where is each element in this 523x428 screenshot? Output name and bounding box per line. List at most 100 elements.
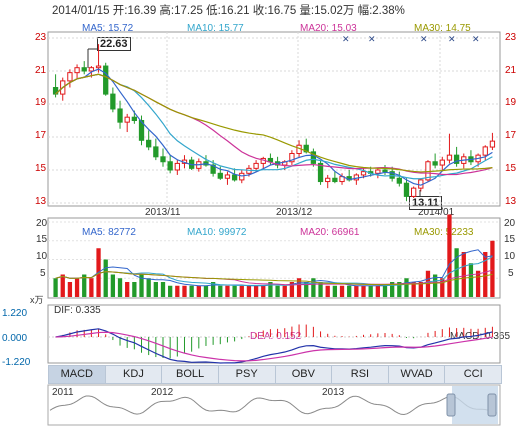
tab-kdj[interactable]: KDJ — [106, 366, 163, 383]
candle-body — [396, 177, 402, 184]
volume-bar — [253, 285, 259, 297]
price-ma20-label: MA20: 15.03 — [300, 23, 357, 34]
candle-body — [167, 161, 173, 171]
vol-ytick-right: 15 — [504, 234, 516, 245]
dif-label: DIF: 0.335 — [54, 305, 101, 316]
tab-wvad[interactable]: WVAD — [389, 366, 446, 383]
volume-bar — [246, 285, 252, 297]
volume-bar — [225, 285, 230, 297]
candle-body — [131, 116, 138, 121]
candle-body — [138, 120, 145, 141]
candle-body — [81, 67, 87, 72]
volume-bar — [404, 278, 409, 297]
volume-bar — [296, 278, 302, 297]
vol-ytick: 15 — [36, 234, 48, 245]
volume-bar — [160, 282, 166, 297]
volume-bar — [210, 282, 216, 297]
overview-frame — [47, 384, 501, 426]
volume-bar — [461, 252, 466, 297]
event-marker-icon: ✕ — [420, 34, 428, 44]
volume-panel-frame — [47, 217, 501, 299]
candle-body — [224, 174, 231, 179]
candle-body — [317, 162, 324, 183]
overview-left-handle[interactable] — [446, 393, 456, 417]
volume-bar — [182, 285, 187, 297]
tab-boll[interactable]: BOLL — [162, 366, 219, 383]
candle-body — [389, 171, 395, 179]
volume-bar — [232, 285, 237, 297]
volume-bar — [304, 282, 309, 297]
volume-bar — [53, 278, 58, 297]
volume-bar — [67, 282, 73, 297]
volume-bar — [368, 285, 373, 297]
volume-bar — [110, 274, 116, 297]
ma-lines-group — [55, 68, 493, 186]
event-marker-icon: ✕ — [472, 34, 480, 44]
price-ytick-right: 19 — [505, 97, 517, 108]
tab-obv[interactable]: OBV — [276, 366, 333, 383]
macd-ytick: 0.000 — [2, 333, 28, 344]
volume-bar — [311, 278, 316, 297]
price-ytick-right: 17 — [505, 130, 517, 141]
candle-body — [432, 161, 438, 166]
vol-ytick-right: 5 — [508, 268, 514, 279]
vol-ytick: 5 — [40, 268, 46, 279]
volume-bar — [375, 285, 380, 297]
tab-psy[interactable]: PSY — [219, 366, 276, 383]
volume-bar — [347, 285, 352, 297]
vol-ma5-label: MA5: 82772 — [82, 227, 136, 238]
tab-macd[interactable]: MACD — [49, 366, 106, 383]
volume-bar — [432, 274, 438, 297]
candle-body — [174, 162, 180, 171]
candle-body — [95, 65, 102, 69]
candle-body — [88, 67, 95, 72]
volume-bar — [318, 282, 323, 297]
volume-ma-line — [55, 271, 493, 286]
candle-body — [403, 182, 410, 197]
vol-ytick: 20 — [36, 218, 48, 229]
volume-bar — [454, 248, 459, 297]
tab-rsi[interactable]: RSI — [332, 366, 389, 383]
volume-bar — [261, 285, 266, 297]
price-ytick-left: 21 — [35, 65, 47, 76]
price-ytick-right: 13 — [505, 196, 517, 207]
volume-bar — [289, 282, 295, 297]
price-ma-line — [55, 68, 493, 186]
dea-label: DEA: 0.152 — [250, 331, 302, 342]
volume-bar — [490, 240, 495, 297]
volume-bar — [82, 274, 87, 297]
volume-bar — [103, 259, 108, 297]
volume-bar — [354, 285, 359, 297]
date-label: 2014/01 — [418, 207, 455, 218]
candle-body — [310, 151, 317, 164]
overview-sparkline — [49, 395, 498, 416]
price-panel-frame — [47, 31, 501, 207]
candle-body — [482, 146, 488, 156]
candle-body — [410, 187, 417, 197]
volume-bar — [390, 282, 395, 297]
volume-bar — [117, 278, 123, 297]
event-marker-icon: ✕ — [368, 34, 376, 44]
volume-bar — [440, 278, 445, 297]
volume-bar — [282, 285, 287, 297]
candle-body — [153, 146, 159, 158]
volume-bar — [189, 285, 194, 297]
volume-bar — [483, 252, 488, 297]
volume-bar — [361, 285, 366, 297]
volume-bar — [397, 282, 402, 297]
volume-bar — [60, 274, 65, 297]
vol-unit-label: x万 — [30, 295, 44, 305]
vol-ytick-right: 10 — [504, 251, 516, 262]
grid-lines — [48, 32, 500, 206]
candle-body — [210, 164, 216, 174]
candle-body — [303, 144, 309, 153]
overview-right-handle[interactable] — [487, 393, 497, 417]
price-ytick-left: 17 — [35, 130, 47, 141]
macd-group — [48, 324, 500, 364]
candle-body — [231, 174, 238, 181]
candle-body — [146, 139, 152, 148]
dea-line — [55, 331, 493, 362]
price-ytick-right: 23 — [505, 32, 517, 43]
tab-cci[interactable]: CCI — [463, 368, 483, 380]
